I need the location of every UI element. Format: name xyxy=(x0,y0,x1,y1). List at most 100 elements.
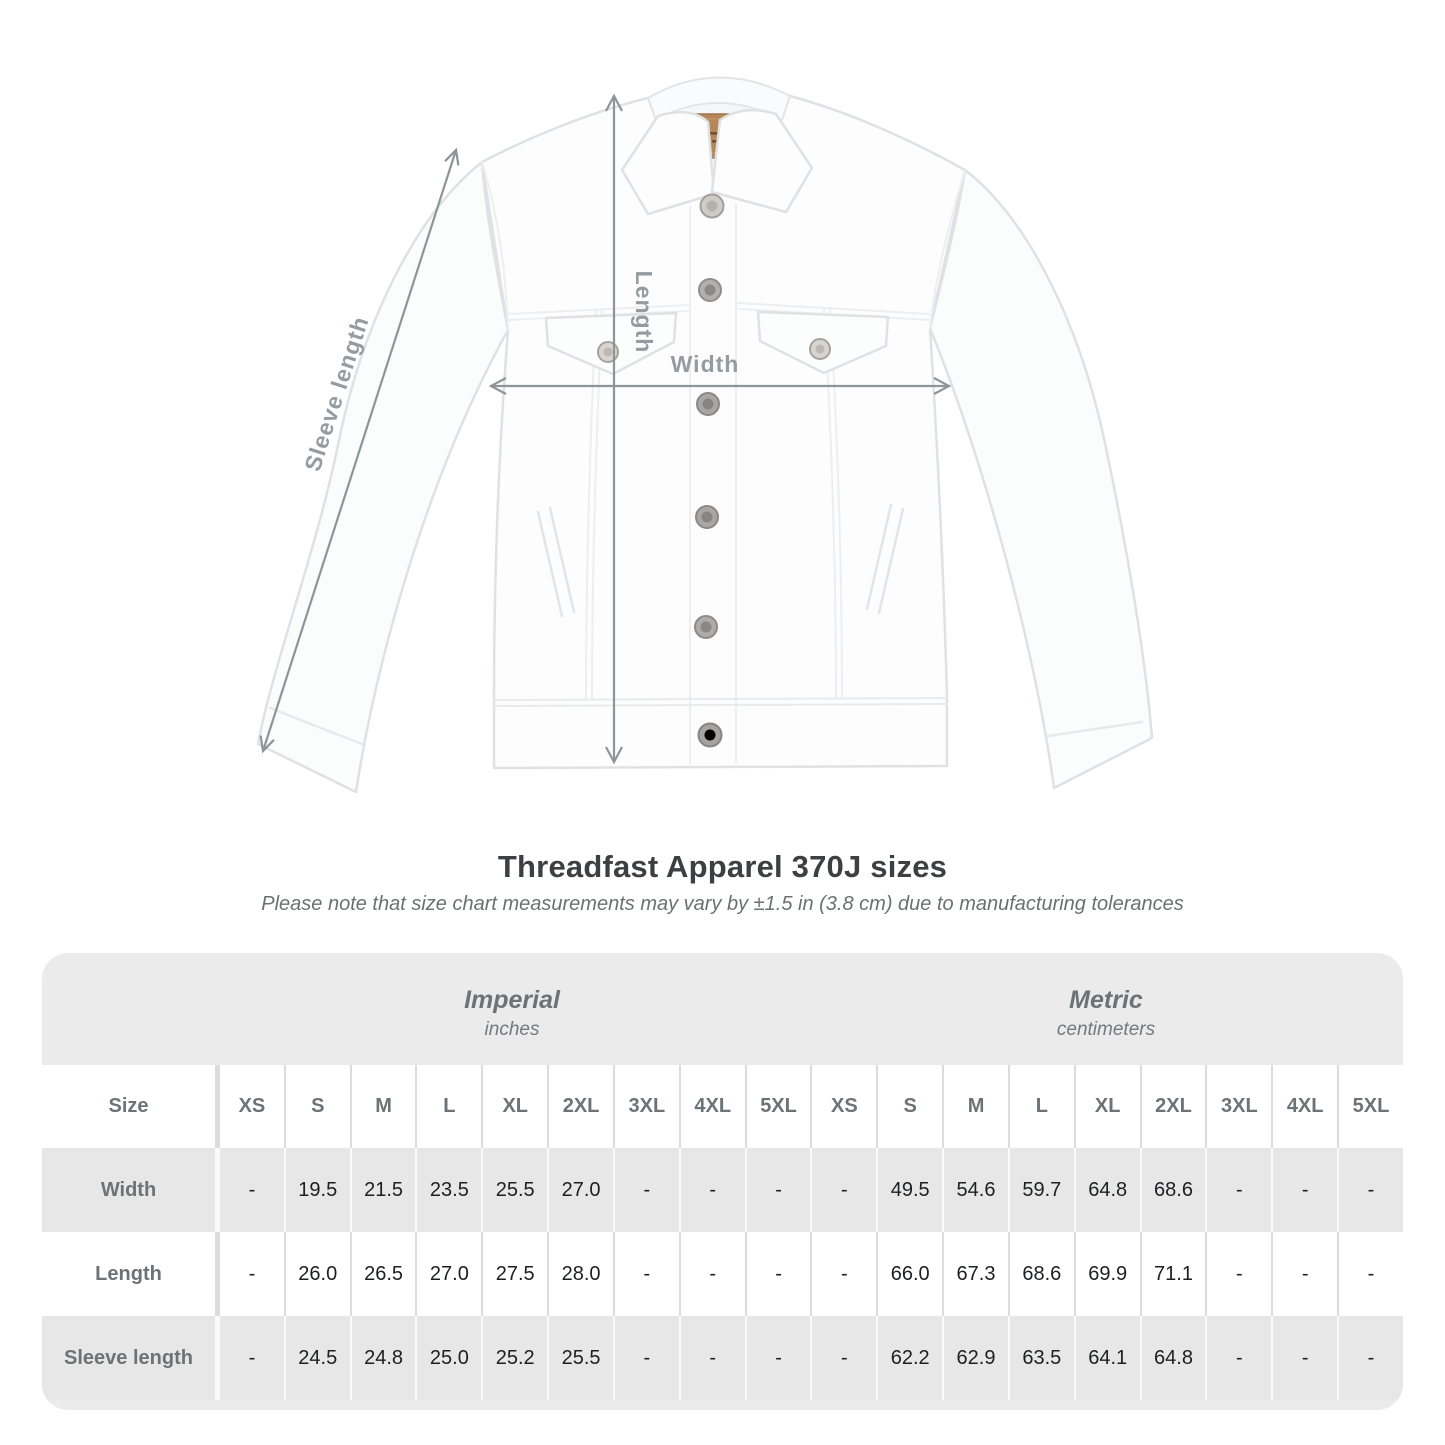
measurement-cell: 24.8 xyxy=(349,1316,416,1400)
measurement-cell: 19.5 xyxy=(283,1148,350,1232)
measurement-cell: - xyxy=(744,1232,811,1316)
measurement-cell: 62.2 xyxy=(876,1316,942,1400)
measurement-cell: - xyxy=(215,1148,284,1232)
metric-title: Metric xyxy=(1069,985,1143,1014)
measurement-cell: 24.5 xyxy=(283,1316,350,1400)
measurement-cell: 49.5 xyxy=(876,1148,942,1232)
width-measure-label: Width xyxy=(671,351,740,377)
measurement-cell: - xyxy=(810,1232,876,1316)
measurement-cell: - xyxy=(1271,1316,1337,1400)
size-column-header: XS xyxy=(810,1065,876,1148)
metric-header: Metric centimeters xyxy=(809,978,1403,1041)
size-column-header: L xyxy=(1007,1065,1074,1148)
measurement-cell: 71.1 xyxy=(1139,1232,1206,1316)
measurement-cell: 59.7 xyxy=(1007,1148,1074,1232)
right-sleeve xyxy=(928,168,1154,790)
measurement-cell: 26.0 xyxy=(283,1232,350,1316)
imperial-header: Imperial inches xyxy=(215,978,809,1041)
width-row: Width -19.5 21.5 23.5 25.5 27.0- - - -49.5 54.6 5… xyxy=(42,1148,1403,1232)
length-arrow xyxy=(605,93,623,765)
unit-header-band: Imperial inches Metric centimeters xyxy=(42,953,1403,1065)
measurement-cell: - xyxy=(1205,1316,1271,1400)
waistband-seam xyxy=(493,697,948,707)
left-sleeve xyxy=(256,160,510,794)
jacket-body xyxy=(480,94,967,770)
measurement-cell: 25.5 xyxy=(481,1148,547,1232)
measurement-cell: 27.5 xyxy=(481,1232,547,1316)
measurement-cell: 67.3 xyxy=(942,1232,1008,1316)
measurement-cell: 28.0 xyxy=(547,1232,613,1316)
measurement-cell: 23.5 xyxy=(415,1148,481,1232)
left-cuff-seam xyxy=(268,706,364,746)
measurement-cell: 26.5 xyxy=(349,1232,416,1316)
measurement-cell: 64.8 xyxy=(1139,1316,1206,1400)
size-column-header: XS xyxy=(215,1065,284,1148)
measurement-cell: 27.0 xyxy=(415,1232,481,1316)
measurement-cell: - xyxy=(810,1316,876,1400)
size-column-header: 5XL xyxy=(1337,1065,1403,1148)
right-cuff-seam xyxy=(1046,720,1144,738)
length-measure-label: Length xyxy=(631,271,657,354)
size-header-label: Size xyxy=(108,1095,149,1117)
measurement-cell: 21.5 xyxy=(349,1148,416,1232)
jacket-measurement-diagram: Length Width Sleeve length xyxy=(256,76,1154,794)
size-column-header: 2XL xyxy=(1139,1065,1206,1148)
length-row: Length -26.0 26.5 27.0 27.5 28.0- - - -66.0 67.3… xyxy=(42,1232,1403,1316)
size-column-header: M xyxy=(349,1065,416,1148)
measurement-cell: - xyxy=(678,1316,745,1400)
left-armhole-seam xyxy=(481,161,509,331)
size-column-header: 2XL xyxy=(547,1065,613,1148)
imperial-title: Imperial xyxy=(464,985,560,1014)
page-title: Threadfast Apparel 370J sizes xyxy=(497,849,948,884)
size-column-header: XL xyxy=(1073,1065,1140,1148)
size-header-row: Size XS S M L XL 2XL 3XL 4XL 5XL XS S M L XL 2XL 3XL 4XL… xyxy=(42,1065,1403,1148)
measurement-cell: - xyxy=(1337,1148,1403,1232)
measurement-cell: 27.0 xyxy=(547,1148,613,1232)
size-column-header: 4XL xyxy=(678,1065,745,1148)
measurement-cell: 69.9 xyxy=(1073,1232,1140,1316)
measurement-cell: - xyxy=(215,1316,284,1400)
placket-buttons xyxy=(694,193,725,748)
size-column-header: M xyxy=(942,1065,1008,1148)
size-column-header: 4XL xyxy=(1271,1065,1337,1148)
measurement-cell: - xyxy=(810,1148,876,1232)
welt-pocket-right xyxy=(865,503,905,615)
sleeve-length-row-label: Sleeve length xyxy=(64,1346,193,1369)
size-column-header: 3XL xyxy=(612,1065,679,1148)
measurement-cell: - xyxy=(215,1232,284,1316)
measurement-cell: 62.9 xyxy=(942,1316,1008,1400)
size-column-header: 3XL xyxy=(1205,1065,1271,1148)
measurement-cell: - xyxy=(744,1316,811,1400)
size-column-header: S xyxy=(876,1065,942,1148)
size-column-header: L xyxy=(415,1065,481,1148)
measurement-cell: - xyxy=(744,1148,811,1232)
sleeve-length-arrow xyxy=(259,147,460,754)
measurement-cell: 25.5 xyxy=(547,1316,613,1400)
size-column-header: S xyxy=(283,1065,350,1148)
measurement-cell: 68.6 xyxy=(1007,1232,1074,1316)
measurement-cell: - xyxy=(1271,1148,1337,1232)
measurement-cell: 68.6 xyxy=(1139,1148,1206,1232)
measurement-cell: - xyxy=(1205,1232,1271,1316)
tolerance-note: Please note that size chart measurements… xyxy=(261,893,1184,915)
size-table: Imperial inches Metric centimeters Size … xyxy=(42,953,1403,1410)
length-row-label: Length xyxy=(95,1262,162,1285)
collar-leaf-right xyxy=(710,108,814,214)
measurement-cell: 64.1 xyxy=(1073,1316,1140,1400)
size-column-header: 5XL xyxy=(744,1065,811,1148)
right-armhole-seam xyxy=(929,169,966,329)
jacket-illustration xyxy=(256,76,1154,794)
welt-pocket-left xyxy=(536,506,576,618)
button-placket xyxy=(689,203,737,765)
jacket-figure-svg: Length Width Sleeve length xyxy=(256,76,1154,794)
measurement-cell: - xyxy=(612,1316,679,1400)
measurement-cell: 66.0 xyxy=(876,1232,942,1316)
measurement-cell: - xyxy=(612,1148,679,1232)
collar-leaf-left xyxy=(620,110,716,216)
measurement-cell: - xyxy=(1271,1232,1337,1316)
measurement-cell: - xyxy=(612,1232,679,1316)
measurement-arrows xyxy=(259,93,952,765)
metric-subtitle: centimeters xyxy=(1056,1018,1156,1040)
imperial-subtitle: inches xyxy=(484,1018,540,1040)
